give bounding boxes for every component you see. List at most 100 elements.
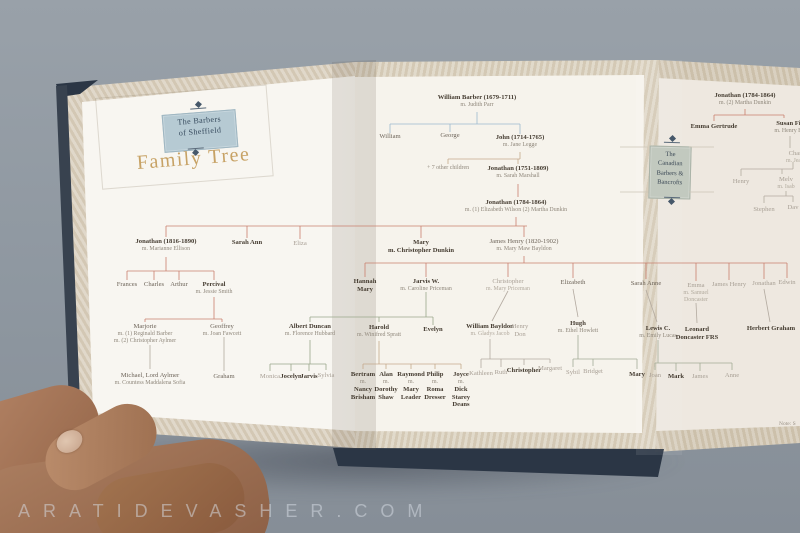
tree-node-text: James Henry — [711, 281, 747, 288]
tree-node: Jarvis — [300, 373, 317, 381]
tree-node-text: Margaret — [537, 365, 563, 372]
tree-node-text: Doncaster — [684, 296, 708, 303]
tree-node: James Henry (1820-1902) m. Mary Maw Bayld… — [490, 238, 559, 253]
tree-node-text: Susan Fitz — [776, 120, 800, 127]
tree-node-text: Geoffrey — [210, 323, 234, 330]
tree-node-text: George — [440, 132, 460, 139]
tree-node-text: Edwin — [778, 279, 796, 286]
tree-node-text: William — [379, 133, 401, 140]
tree-node: Elizabeth — [561, 279, 586, 287]
tree-node: Mary — [629, 371, 645, 379]
tree-node: Ruth — [495, 369, 508, 377]
tree-node-text: Brisham — [350, 393, 376, 401]
tree-node-text: Graham — [213, 373, 235, 380]
tree-node: Evelyn — [423, 326, 442, 334]
tree-node: Geoffrey m. Joan Fawcett — [203, 323, 241, 338]
tree-node: Hugh m. Ethel Howlett — [558, 320, 598, 335]
tree-node-text: Marjorie — [133, 323, 157, 330]
tree-node: Graham — [213, 373, 234, 381]
tree-node-text: Dick — [454, 385, 468, 393]
tree-node: Christopher m. Mary Priceman — [486, 278, 530, 293]
tree-node: Frances — [117, 281, 138, 289]
tree-node: Leonard Doncaster FRS — [676, 326, 719, 342]
tree-node-text: Jonathan (1784-1864) — [485, 199, 547, 206]
tree-node-text: Herbert Graham — [746, 325, 796, 332]
tree-node: Eliza — [293, 240, 307, 248]
tree-node-text: m. (2) Christopher Aylmer — [113, 337, 177, 344]
tree-node-text: + 7 other children — [426, 165, 470, 171]
tree-node: John (1714-1765) m. Jane Legge — [496, 134, 545, 149]
tree-node: Sybil — [566, 369, 580, 377]
tree-node-text: Melv — [779, 176, 793, 183]
tree-node-text: m. (1) Reginald Barber — [117, 330, 173, 337]
tree-node: Lewis C. m. Emily Lucas — [639, 325, 676, 340]
tree-node-text: Jarvis — [300, 373, 318, 380]
tree-node-text: Sarah Ann — [231, 239, 263, 246]
tree-node-text: Sybil — [566, 369, 580, 376]
tree-node: Stephen — [753, 206, 774, 214]
tree-node: Dav — [788, 204, 799, 212]
tree-node-text: m. Ethel Howlett — [557, 327, 599, 334]
tree-node-text: Nancy — [354, 385, 372, 393]
tree-node-text: Mary — [357, 285, 373, 293]
tree-node: Sarah Ann — [232, 239, 262, 247]
tree-node-text: m. Joan Fawcett — [202, 330, 242, 337]
tree-node-text: Emma Gertrude — [690, 123, 738, 130]
tree-node-text: Philip — [426, 371, 444, 378]
tree-node-text: m. (2) Martha Dunkin — [718, 99, 772, 106]
tree-node-text: Sarah Anne — [630, 280, 662, 287]
tree-node-text: m. Jane Legge — [502, 141, 538, 148]
tree-node: Jonathan — [752, 280, 775, 288]
tree-node-text: Christopher — [506, 367, 542, 374]
tree-node-text: Joyce — [453, 371, 469, 378]
tree-node-text: m. Judith Parr — [460, 101, 494, 108]
tree-node-text: Sylvia — [317, 372, 335, 379]
tree-node: Joyce m. Dick Starey Deans — [452, 371, 470, 409]
tree-node: Kathleen — [469, 370, 493, 378]
tree-node-text: Emma — [687, 282, 705, 289]
fleuron-ornament-icon — [663, 134, 680, 144]
tree-node: Joan — [649, 372, 661, 380]
tree-node: William Barber (1679-1711) m. Judith Parr — [438, 94, 517, 109]
tree-node-text: m. Florence Hubbard — [284, 330, 336, 337]
tree-node: Melv m. Isab — [777, 176, 794, 191]
crest-title-line: Bancrofts — [657, 178, 683, 187]
tree-node-text: Kathleen — [469, 370, 493, 377]
tree-node: George — [440, 132, 459, 140]
tree-node: Henry Don — [512, 323, 528, 339]
tree-node-text: Roma — [426, 385, 444, 393]
tree-node: Mark — [668, 373, 684, 381]
tree-node-text: Alan — [379, 371, 393, 378]
tree-node-text: John (1714-1765) — [495, 134, 545, 141]
tree-node-text: m. Mary Priceman — [485, 285, 531, 292]
tree-node-text: m. — [407, 378, 415, 385]
tree-node-text: Mary — [629, 371, 645, 378]
tree-node-text: m. Countess Maddalena Sofia — [114, 379, 186, 386]
tree-node: Arthur — [170, 281, 188, 289]
tree-node-text: Dav — [787, 204, 799, 211]
tree-node-text: Jonathan (1816-1890) — [135, 238, 197, 245]
fleuron-ornament-icon — [190, 100, 207, 110]
tree-node-text: Percival — [202, 281, 226, 288]
tree-node-text: Leonard — [684, 326, 710, 333]
tree-node-text: Char — [788, 150, 800, 157]
tree-node-text: m. Winifred Spratt — [357, 331, 401, 338]
tree-node-text: Doncaster FRS — [675, 333, 719, 341]
tree-node-text: Henry — [511, 323, 529, 330]
tree-node: Emma Gertrude — [691, 123, 738, 131]
tree-node-text: Hannah — [353, 278, 377, 285]
tree-node: Jonathan (1784-1864) m. (2) Martha Dunkin — [715, 92, 776, 107]
tree-node: Hannah Mary — [354, 278, 377, 294]
tree-node-text: Shaw — [378, 393, 394, 401]
tree-node: Edwin — [778, 279, 795, 287]
tree-node-text: m. — [431, 378, 439, 385]
tree-node: Bertram m. Nancy Brisham — [351, 371, 375, 401]
tree-node-text: m. Samuel — [683, 289, 709, 296]
tree-node: James Henry — [712, 281, 746, 289]
tree-node: Philip m. Roma Dresser — [424, 371, 445, 401]
